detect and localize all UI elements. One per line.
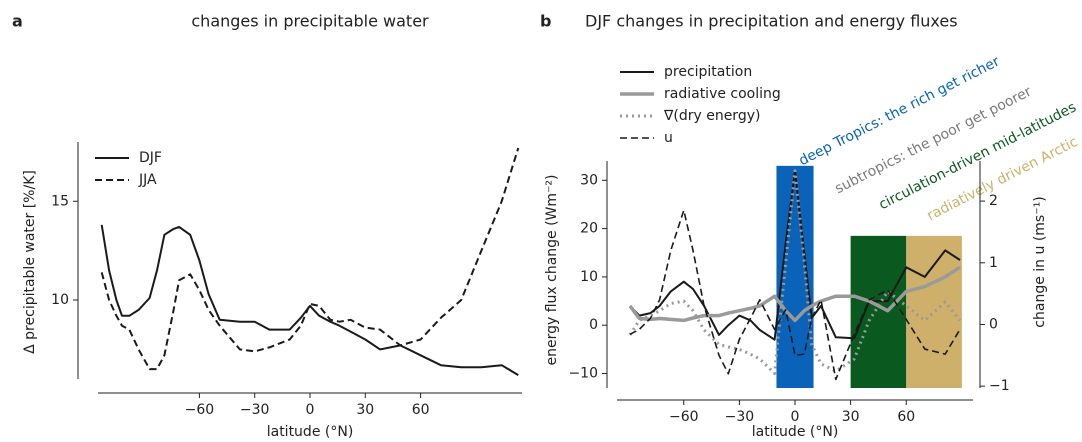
chart-title: changes in precipitable water	[191, 12, 429, 31]
x-tick-label: −60	[669, 409, 699, 425]
x-tick-label: 30	[356, 402, 374, 418]
y2-tick-label: 0	[989, 316, 998, 332]
legend-label: u	[664, 130, 673, 146]
region	[850, 235, 907, 388]
y-axis-label: energy flux change (Wm⁻²)	[544, 174, 560, 365]
y2-tick-label: −1	[989, 378, 1010, 394]
y-tick-label: 0	[589, 317, 598, 333]
x-tick-label: 30	[842, 409, 860, 425]
x-tick-label: −60	[185, 402, 215, 418]
x-tick-label: 60	[412, 402, 430, 418]
x-tick-label: 0	[791, 409, 800, 425]
y-tick-label: 10	[51, 292, 69, 308]
x-axis-label: latitude (°N)	[267, 424, 354, 440]
x-axis-label: latitude (°N)	[752, 424, 839, 440]
x-tick-label: 0	[306, 402, 315, 418]
y-tick-label: 10	[580, 269, 598, 285]
legend-label: precipitation	[664, 64, 752, 80]
series-line	[629, 209, 961, 381]
chart-title: DJF changes in precipitation and energy …	[585, 12, 958, 31]
series-line	[100, 147, 520, 371]
y-tick-label: 30	[580, 172, 598, 188]
y2-axis-label: change in u (ms⁻¹)	[1032, 196, 1048, 327]
x-tick-label: 60	[897, 409, 915, 425]
y-tick-label: −10	[568, 366, 598, 382]
panel-label: a	[12, 12, 23, 31]
y-tick-label: 15	[51, 193, 69, 209]
y-tick-label: 20	[580, 221, 598, 237]
legend-label: JJA	[138, 172, 157, 188]
series-line	[629, 169, 961, 341]
series-line	[100, 224, 519, 376]
series-line	[628, 169, 962, 375]
legend-label: DJF	[139, 150, 162, 166]
y-axis-label: Δ precipitable water [%/K]	[22, 170, 38, 354]
series-line	[628, 265, 961, 323]
legend-label: radiative cooling	[664, 86, 781, 102]
panel-label: b	[540, 12, 551, 31]
y2-tick-label: 2	[989, 193, 998, 209]
x-tick-label: −30	[725, 409, 755, 425]
region	[906, 235, 962, 388]
y2-tick-label: 1	[989, 255, 998, 271]
x-tick-label: −30	[240, 402, 270, 418]
legend-label: ∇(dry energy)	[663, 108, 760, 124]
